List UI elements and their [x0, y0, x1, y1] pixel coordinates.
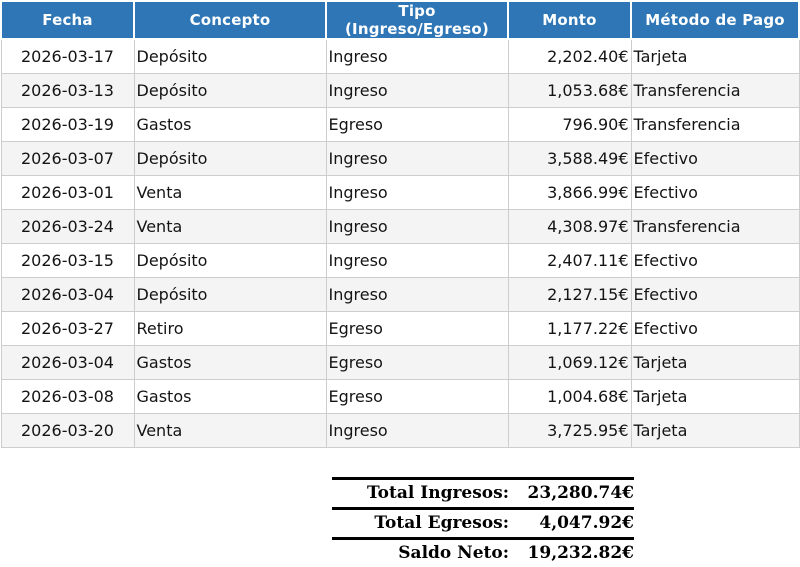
- cell-tipo: Ingreso: [326, 278, 508, 312]
- total-ingresos-value: 23,280.74€: [509, 479, 634, 509]
- cell-metodo: Tarjeta: [631, 414, 799, 448]
- cell-tipo: Ingreso: [326, 39, 508, 74]
- cell-monto: 3,866.99€: [508, 176, 631, 210]
- cell-concepto: Venta: [134, 176, 326, 210]
- cell-tipo: Ingreso: [326, 244, 508, 278]
- table-row: 2026-03-15 Depósito Ingreso 2,407.11€ Ef…: [1, 244, 799, 278]
- cell-monto: 3,725.95€: [508, 414, 631, 448]
- cell-tipo: Ingreso: [326, 142, 508, 176]
- column-header-tipo: Tipo (Ingreso/Egreso): [326, 1, 508, 39]
- cell-monto: 1,177.22€: [508, 312, 631, 346]
- cell-metodo: Tarjeta: [631, 380, 799, 414]
- table-row: 2026-03-01 Venta Ingreso 3,866.99€ Efect…: [1, 176, 799, 210]
- cell-fecha: 2026-03-01: [1, 176, 134, 210]
- cell-fecha: 2026-03-07: [1, 142, 134, 176]
- cell-concepto: Depósito: [134, 244, 326, 278]
- cell-metodo: Transferencia: [631, 74, 799, 108]
- table-row: 2026-03-04 Gastos Egreso 1,069.12€ Tarje…: [1, 346, 799, 380]
- cell-metodo: Efectivo: [631, 244, 799, 278]
- cell-monto: 1,053.68€: [508, 74, 631, 108]
- cell-concepto: Retiro: [134, 312, 326, 346]
- cell-metodo: Tarjeta: [631, 346, 799, 380]
- table-row: 2026-03-13 Depósito Ingreso 1,053.68€ Tr…: [1, 74, 799, 108]
- cell-fecha: 2026-03-17: [1, 39, 134, 74]
- cell-fecha: 2026-03-13: [1, 74, 134, 108]
- cell-tipo: Ingreso: [326, 74, 508, 108]
- cell-monto: 2,202.40€: [508, 39, 631, 74]
- cell-fecha: 2026-03-20: [1, 414, 134, 448]
- total-ingresos-label: Total Ingresos:: [332, 479, 509, 509]
- cell-metodo: Transferencia: [631, 210, 799, 244]
- cell-monto: 4,308.97€: [508, 210, 631, 244]
- cell-tipo: Egreso: [326, 346, 508, 380]
- cell-fecha: 2026-03-15: [1, 244, 134, 278]
- cell-monto: 796.90€: [508, 108, 631, 142]
- cell-metodo: Efectivo: [631, 176, 799, 210]
- cell-metodo: Efectivo: [631, 142, 799, 176]
- summary-row-total-egresos: Total Egresos: 4,047.92€: [332, 509, 634, 539]
- table-row: 2026-03-17 Depósito Ingreso 2,202.40€ Ta…: [1, 39, 799, 74]
- cell-fecha: 2026-03-24: [1, 210, 134, 244]
- table-row: 2026-03-04 Depósito Ingreso 2,127.15€ Ef…: [1, 278, 799, 312]
- cell-fecha: 2026-03-27: [1, 312, 134, 346]
- cell-concepto: Gastos: [134, 380, 326, 414]
- column-header-metodo: Método de Pago: [631, 1, 799, 39]
- cell-fecha: 2026-03-04: [1, 278, 134, 312]
- cell-monto: 2,127.15€: [508, 278, 631, 312]
- cell-tipo: Ingreso: [326, 414, 508, 448]
- cell-tipo: Egreso: [326, 108, 508, 142]
- header-row: Fecha Concepto Tipo (Ingreso/Egreso) Mon…: [1, 1, 799, 39]
- total-egresos-label: Total Egresos:: [332, 509, 509, 539]
- table-body: 2026-03-17 Depósito Ingreso 2,202.40€ Ta…: [1, 39, 799, 448]
- table-row: 2026-03-27 Retiro Egreso 1,177.22€ Efect…: [1, 312, 799, 346]
- cell-tipo: Ingreso: [326, 176, 508, 210]
- cell-metodo: Transferencia: [631, 108, 799, 142]
- column-header-fecha: Fecha: [1, 1, 134, 39]
- table-row: 2026-03-07 Depósito Ingreso 3,588.49€ Ef…: [1, 142, 799, 176]
- table-row: 2026-03-20 Venta Ingreso 3,725.95€ Tarje…: [1, 414, 799, 448]
- summary-totals: Total Ingresos: 23,280.74€ Total Egresos…: [332, 477, 634, 567]
- cell-concepto: Depósito: [134, 278, 326, 312]
- table-header: Fecha Concepto Tipo (Ingreso/Egreso) Mon…: [1, 1, 799, 39]
- cell-metodo: Tarjeta: [631, 39, 799, 74]
- column-header-monto: Monto: [508, 1, 631, 39]
- cell-monto: 1,069.12€: [508, 346, 631, 380]
- cell-monto: 2,407.11€: [508, 244, 631, 278]
- table-row: 2026-03-24 Venta Ingreso 4,308.97€ Trans…: [1, 210, 799, 244]
- cell-tipo: Ingreso: [326, 210, 508, 244]
- cell-concepto: Depósito: [134, 39, 326, 74]
- cell-concepto: Depósito: [134, 74, 326, 108]
- summary-row-total-ingresos: Total Ingresos: 23,280.74€: [332, 479, 634, 509]
- cell-concepto: Venta: [134, 414, 326, 448]
- saldo-neto-label: Saldo Neto:: [332, 539, 509, 567]
- cell-monto: 1,004.68€: [508, 380, 631, 414]
- cell-monto: 3,588.49€: [508, 142, 631, 176]
- table-row: 2026-03-19 Gastos Egreso 796.90€ Transfe…: [1, 108, 799, 142]
- cell-fecha: 2026-03-04: [1, 346, 134, 380]
- cell-fecha: 2026-03-19: [1, 108, 134, 142]
- cell-concepto: Depósito: [134, 142, 326, 176]
- column-header-concepto: Concepto: [134, 1, 326, 39]
- cell-tipo: Egreso: [326, 312, 508, 346]
- cell-metodo: Efectivo: [631, 278, 799, 312]
- cell-concepto: Gastos: [134, 346, 326, 380]
- saldo-neto-value: 19,232.82€: [509, 539, 634, 567]
- cell-fecha: 2026-03-08: [1, 380, 134, 414]
- cell-tipo: Egreso: [326, 380, 508, 414]
- table-row: 2026-03-08 Gastos Egreso 1,004.68€ Tarje…: [1, 380, 799, 414]
- cell-concepto: Gastos: [134, 108, 326, 142]
- cell-concepto: Venta: [134, 210, 326, 244]
- total-egresos-value: 4,047.92€: [509, 509, 634, 539]
- transactions-table: Fecha Concepto Tipo (Ingreso/Egreso) Mon…: [0, 0, 800, 448]
- summary-row-saldo-neto: Saldo Neto: 19,232.82€: [332, 539, 634, 567]
- cell-metodo: Efectivo: [631, 312, 799, 346]
